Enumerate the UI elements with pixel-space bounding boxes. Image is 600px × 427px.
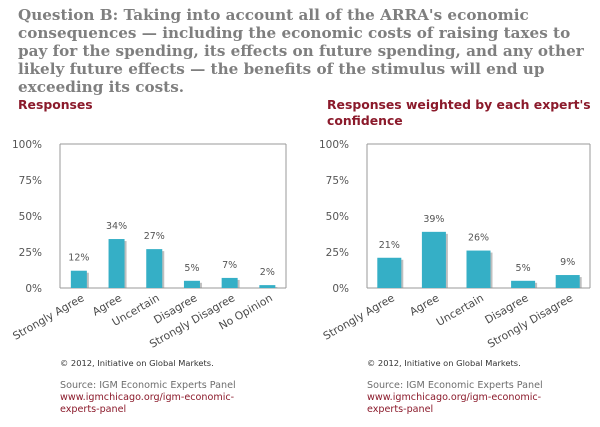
y-tick-label: 0% (332, 283, 349, 295)
bar (466, 250, 491, 288)
copyright-text: © 2012, Initiative on Global Markets. (60, 358, 214, 368)
x-tick-label: Strongly Agree (321, 291, 397, 343)
bar (183, 280, 200, 288)
bar (108, 239, 125, 288)
y-tick-label: 50% (326, 211, 349, 223)
y-tick-label: 25% (19, 247, 42, 259)
bar-value-label: 27% (144, 231, 165, 242)
x-tick-label: Agree (407, 291, 441, 318)
bar-value-label: 21% (379, 240, 400, 251)
y-tick-label: 75% (19, 175, 42, 187)
bar-value-label: 26% (468, 233, 489, 244)
footer-left: © 2012, Initiative on Global Markets. So… (60, 358, 245, 416)
bar-value-label: 2% (260, 267, 275, 278)
x-tick-label: Uncertain (434, 291, 486, 328)
bar (377, 257, 402, 288)
y-tick-label: 50% (19, 211, 42, 223)
y-tick-label: 25% (326, 247, 349, 259)
y-tick-label: 0% (25, 283, 42, 295)
bar (259, 285, 276, 288)
bar-value-label: 5% (184, 263, 199, 274)
bar (421, 231, 446, 288)
footer-right: © 2012, Initiative on Global Markets. So… (367, 358, 552, 416)
x-tick-label: Strongly Disagree (485, 291, 575, 351)
bar (70, 270, 87, 288)
chart-weighted-responses: 0% 25% 50% 75% 100% 21% Strongly Agree 39% Agree… (319, 139, 591, 351)
panel-title-responses: Responses (18, 97, 93, 112)
bar (555, 275, 580, 288)
panel-title-weighted: Responses weighted by each expert's conf… (327, 97, 591, 128)
chart-responses: 0%25%50%75%100%12%Strongly Agree34%Agree… (10, 139, 287, 351)
bar (221, 277, 238, 288)
igm-link[interactable]: www.igmchicago.org/igm-economic-experts-… (367, 392, 542, 415)
copyright-text: © 2012, Initiative on Global Markets. (367, 358, 521, 368)
bar (146, 249, 163, 288)
y-tick-label: 100% (12, 139, 42, 151)
source-text: Source: IGM Economic Experts Panel (367, 380, 543, 391)
y-tick-label: 100% (319, 139, 349, 151)
bar (511, 280, 536, 288)
bar-value-label: 34% (106, 221, 127, 232)
igm-link[interactable]: www.igmchicago.org/igm-economic-experts-… (60, 392, 235, 415)
source-text: Source: IGM Economic Experts Panel (60, 380, 236, 391)
x-tick-label: Strongly Agree (10, 291, 86, 343)
question-text: Question B: Taking into account all of t… (18, 6, 584, 96)
bar-value-label: 7% (222, 260, 237, 271)
bar-value-label: 39% (423, 214, 444, 225)
bar-value-label: 12% (68, 253, 89, 264)
bar-value-label: 9% (560, 257, 575, 268)
y-tick-label: 75% (326, 175, 349, 187)
bar-value-label: 5% (516, 263, 531, 274)
